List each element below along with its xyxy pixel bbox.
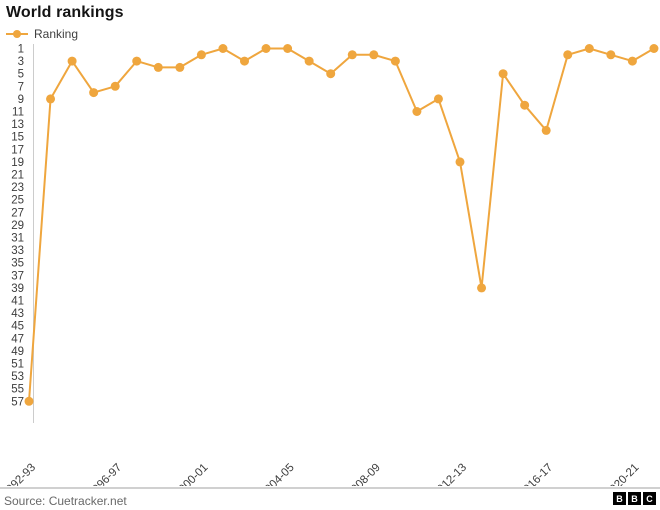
data-point	[240, 56, 249, 66]
y-tick-label: 55	[11, 384, 24, 396]
y-tick-label: 49	[11, 346, 24, 358]
data-point	[520, 100, 530, 110]
data-point	[390, 56, 400, 66]
x-tick-label: 2000-01	[172, 462, 210, 486]
data-point	[110, 81, 120, 91]
y-tick-label: 51	[11, 359, 24, 371]
y-tick-label: 9	[18, 94, 24, 106]
data-point	[24, 396, 34, 406]
legend-label: Ranking	[34, 27, 79, 41]
y-tick-label: 19	[11, 157, 24, 169]
x-tick-label: 2004-05	[258, 462, 296, 486]
legend: Ranking	[6, 27, 78, 41]
y-tick-label: 41	[11, 296, 24, 308]
y-tick-label: 53	[11, 371, 24, 383]
y-tick-label: 35	[11, 258, 24, 270]
y-tick-label: 25	[11, 195, 24, 207]
y-tick-label: 23	[11, 182, 24, 194]
y-tick-label: 43	[11, 308, 24, 320]
y-tick-label: 21	[11, 170, 24, 182]
legend-marker-icon	[6, 30, 28, 38]
bbc-logo-letter: B	[628, 492, 641, 505]
data-point	[67, 56, 77, 66]
footer-divider	[0, 487, 660, 489]
y-tick-label: 47	[11, 333, 24, 345]
y-tick-label: 27	[11, 207, 24, 219]
y-tick-label: 3	[18, 56, 24, 68]
y-tick-label: 37	[11, 270, 24, 282]
data-point	[649, 44, 659, 53]
data-point	[218, 44, 228, 53]
y-tick-label: 31	[11, 233, 24, 245]
data-point	[541, 125, 551, 135]
data-point	[433, 94, 443, 104]
bbc-logo-letter: B	[613, 492, 626, 505]
chart-area: 1 3 5 7 9 11 13 15 17 19 21 23 25 27 29 31 33 35 37 39 41 43 4…	[0, 44, 659, 486]
y-tick-label: 57	[11, 396, 24, 408]
x-tick-label: 2016-17	[517, 462, 555, 486]
x-tick-label: 2020-21	[603, 462, 641, 486]
y-tick-label: 13	[11, 119, 24, 131]
y-tick-label: 5	[18, 69, 24, 81]
bbc-logo-letter: C	[643, 492, 656, 505]
y-tick-label: 33	[11, 245, 24, 257]
data-point	[627, 56, 637, 66]
data-point	[283, 44, 293, 53]
data-point	[132, 56, 142, 66]
data-point	[455, 157, 465, 167]
y-tick-label: 45	[11, 321, 24, 333]
data-point	[304, 56, 314, 66]
y-tick-label: 39	[11, 283, 24, 295]
x-tick-label: 1996-97	[86, 462, 124, 486]
bbc-logo: B B C	[613, 492, 656, 505]
data-point	[412, 107, 422, 116]
y-tick-label: 29	[11, 220, 24, 232]
x-tick-label: 2012-13	[431, 462, 469, 486]
y-tick-label: 7	[18, 81, 24, 93]
data-point	[347, 50, 357, 60]
y-tick-label: 15	[11, 132, 24, 144]
chart-svg: 1357911131517192123252729313335373941434…	[0, 44, 659, 486]
data-point	[196, 50, 206, 60]
data-point	[175, 62, 185, 72]
data-point	[326, 69, 336, 79]
data-point	[261, 44, 271, 53]
x-tick-label: 1992-93	[0, 462, 38, 486]
x-tick-label: 2008-09	[345, 462, 383, 486]
data-point	[584, 44, 594, 53]
data-point	[477, 283, 487, 293]
data-point	[153, 62, 163, 72]
data-point	[498, 69, 508, 79]
data-point	[46, 94, 56, 104]
y-tick-label: 17	[11, 144, 24, 156]
data-point	[563, 50, 573, 60]
data-point	[606, 50, 616, 60]
y-tick-label: 1	[18, 44, 24, 56]
data-point	[89, 88, 99, 98]
y-tick-label: 11	[12, 107, 24, 119]
data-point	[369, 50, 379, 60]
page-title: World rankings	[6, 4, 124, 21]
source-credit: Source: Cuetracker.net	[4, 494, 127, 508]
ranking-line	[28, 47, 655, 402]
